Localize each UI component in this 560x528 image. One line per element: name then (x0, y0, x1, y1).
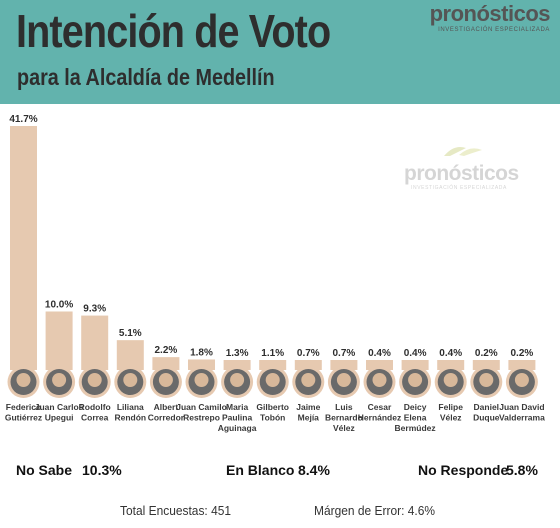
category-label-1-0: Juan Carlos (35, 402, 84, 412)
category-label-5-1: Restrepo (183, 413, 220, 423)
value-label-11: 0.4% (404, 348, 427, 359)
value-label-2: 9.3% (83, 304, 106, 315)
category-label-4-1: Corredor (148, 413, 185, 423)
avatar-face-11 (408, 373, 423, 387)
bar-11 (401, 360, 429, 370)
category-label-13-1: Duque (473, 413, 500, 423)
avatar-face-0 (16, 373, 31, 387)
value-label-0: 41.7% (9, 114, 37, 125)
bar-7 (259, 360, 287, 370)
category-label-3-0: Liliana (117, 402, 144, 412)
bar-8 (294, 360, 322, 370)
avatar-face-8 (301, 373, 316, 387)
value-label-6: 1.3% (226, 348, 249, 359)
bar-6 (223, 360, 251, 370)
watermark-logo: pronósticos INVESTIGACIÓN ESPECIALIZADA (404, 142, 519, 191)
category-label-7-0: Gilberto (256, 402, 289, 412)
chart-title: Intención de Voto (16, 5, 331, 57)
avatar-face-13 (479, 373, 494, 387)
bar-12 (437, 360, 465, 370)
bar-4 (152, 357, 180, 370)
category-label-6-0: Maria (226, 402, 248, 412)
value-label-14: 0.2% (511, 348, 534, 359)
category-label-8-0: Jaime (296, 402, 320, 412)
no-sabe-label: No Sabe (16, 462, 73, 478)
category-label-10-0: Cesar (368, 402, 392, 412)
brand-tagline: INVESTIGACIÓN ESPECIALIZADA (438, 27, 550, 33)
category-label-9-1: Bernardo (325, 413, 363, 423)
category-label-14-0: Juan David (499, 402, 544, 412)
bar-3 (116, 340, 144, 370)
category-label-11-0: Deicy (404, 402, 427, 412)
category-label-11-2: Bermúdez (395, 423, 436, 433)
avatar-face-10 (372, 373, 387, 387)
value-label-13: 0.2% (475, 348, 498, 359)
avatar-face-2 (87, 373, 102, 387)
category-label-4-0: Albert (154, 402, 179, 412)
margen-error: Márgen de Error: 4.6% (314, 503, 435, 518)
category-label-0-1: Gutiérrez (5, 413, 42, 423)
avatar-face-9 (336, 373, 351, 387)
bar-1 (45, 311, 73, 370)
value-label-7: 1.1% (261, 348, 284, 359)
value-label-1: 10.0% (45, 299, 73, 310)
no-responde-value: 5.8% (506, 462, 538, 478)
category-label-7-1: Tobón (260, 413, 285, 423)
avatar-face-3 (123, 373, 138, 387)
category-label-12-1: Vélez (440, 413, 462, 423)
bar-13 (472, 360, 500, 370)
category-label-12-0: Felipe (438, 402, 463, 412)
avatar-face-1 (52, 373, 67, 387)
brand-logo: pronósticos INVESTIGACIÓN ESPECIALIZADA (429, 1, 551, 34)
avatar-face-14 (514, 373, 529, 387)
category-label-2-1: Correa (81, 413, 109, 423)
no-responde-label: No Responde (418, 462, 509, 478)
avatar-face-4 (158, 373, 173, 387)
category-label-10-1: Hernández (358, 413, 401, 423)
avatar-face-6 (230, 373, 245, 387)
total-encuestas: Total Encuestas: 451 (120, 503, 232, 518)
avatar-face-5 (194, 373, 209, 387)
category-label-13-0: Daniel (474, 402, 500, 412)
value-label-3: 5.1% (119, 328, 142, 339)
category-label-5-0: Juan Camilo (176, 402, 227, 412)
bar-10 (366, 360, 393, 370)
category-label-9-0: Luis (335, 402, 353, 412)
category-label-11-1: Elena (404, 413, 427, 423)
bar-9 (330, 360, 358, 370)
value-label-10: 0.4% (368, 348, 391, 359)
category-label-6-1: Paulina (222, 413, 253, 423)
value-label-5: 1.8% (190, 347, 213, 358)
category-label-1-1: Upegui (45, 413, 74, 423)
category-label-2-0: Rodolfo (79, 402, 111, 412)
category-label-6-2: Aguinaga (218, 423, 257, 433)
brand-name: pronósticos (429, 1, 551, 26)
bar-2 (81, 315, 109, 370)
chart-subtitle: para la Alcaldía de Medellín (17, 64, 275, 90)
category-label-3-1: Rendón (114, 413, 146, 423)
avatar-face-12 (443, 373, 458, 387)
bar-0 (10, 126, 37, 370)
category-label-9-2: Vélez (333, 423, 355, 433)
watermark-tagline: INVESTIGACIÓN ESPECIALIZADA (411, 185, 507, 191)
bar-14 (508, 360, 536, 370)
header-banner: Intención de Voto para la Alcaldía de Me… (0, 0, 560, 104)
value-label-9: 0.7% (333, 348, 356, 359)
bar-5 (188, 359, 215, 370)
category-label-8-1: Mejía (298, 413, 320, 423)
avatar-face-7 (265, 373, 280, 387)
watermark-leaf-icon (444, 147, 482, 156)
value-label-4: 2.2% (155, 345, 178, 356)
no-sabe-value: 10.3% (82, 462, 122, 478)
category-label-14-1: Valderrama (499, 413, 545, 423)
value-label-12: 0.4% (439, 348, 462, 359)
watermark-name: pronósticos (404, 162, 519, 185)
en-blanco-value: 8.4% (298, 462, 330, 478)
en-blanco-label: En Blanco (226, 462, 295, 478)
value-label-8: 0.7% (297, 348, 320, 359)
category-label-0-0: Federico (6, 402, 41, 412)
